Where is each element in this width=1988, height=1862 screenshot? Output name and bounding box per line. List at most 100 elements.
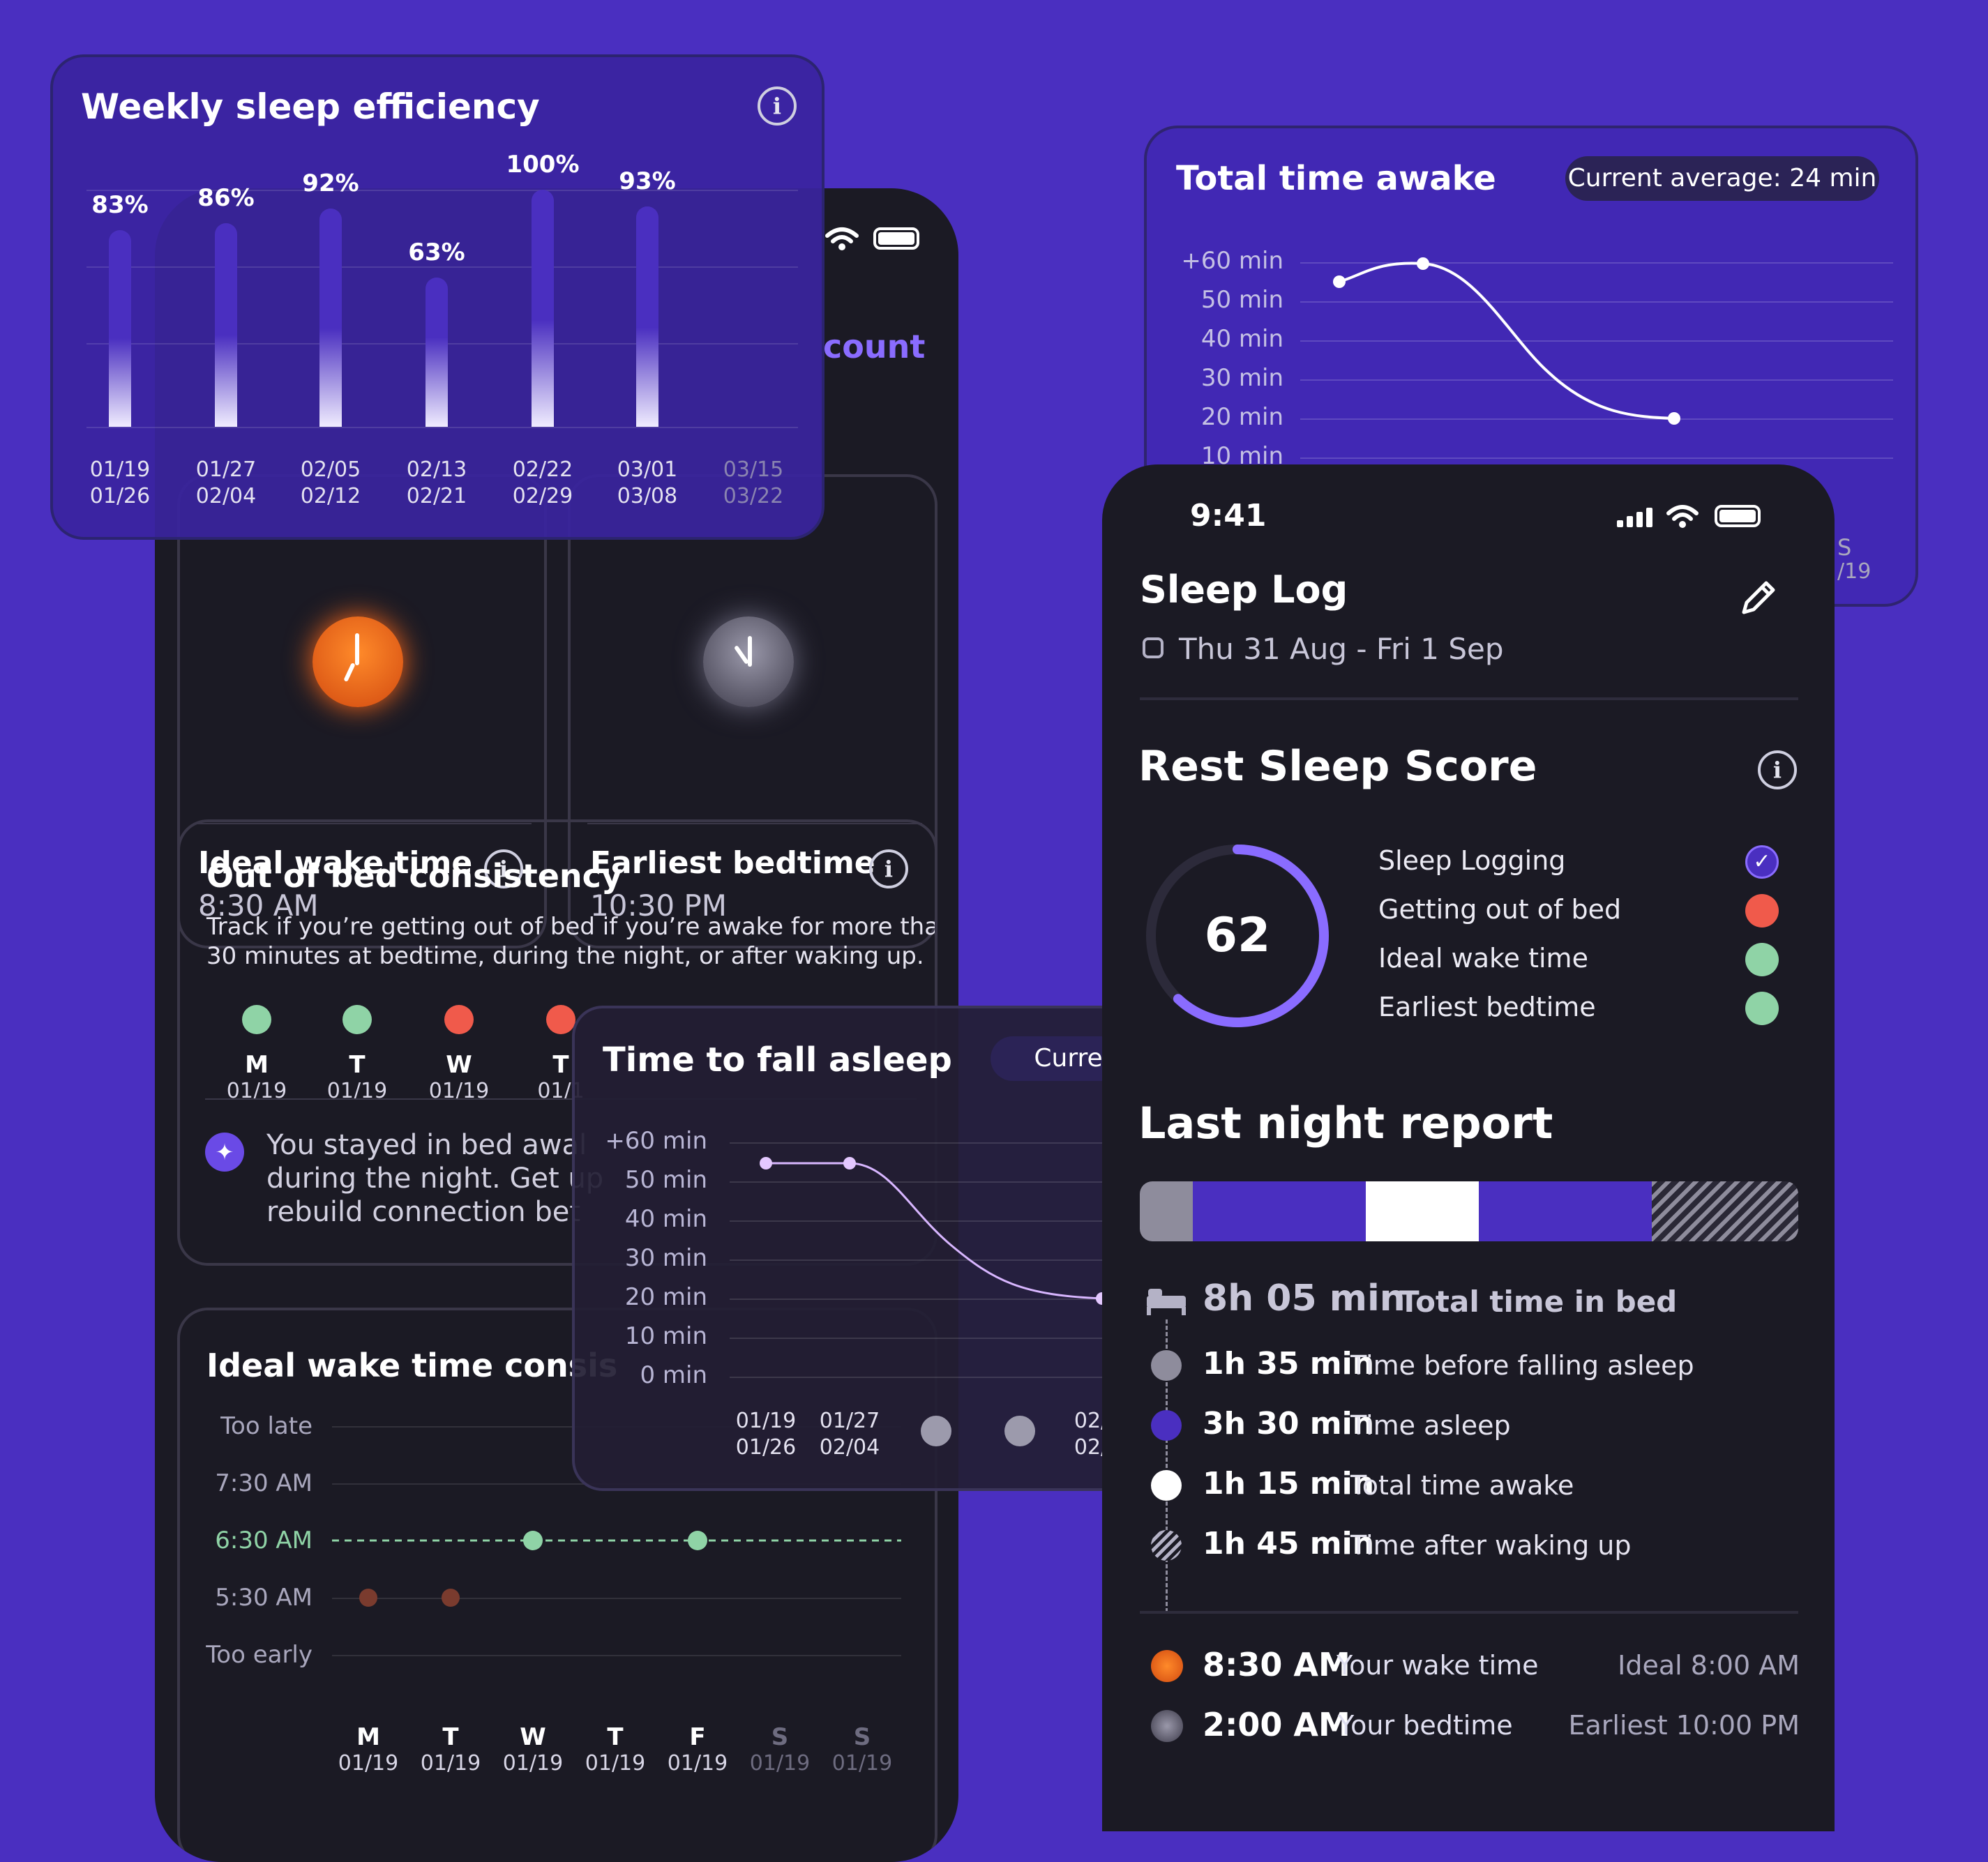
efficiency-week-end: 01/26 xyxy=(89,484,151,508)
oob-status-dot xyxy=(242,1005,271,1034)
segment-label: Total time awake xyxy=(1350,1470,1574,1501)
efficiency-bar xyxy=(636,206,658,427)
wifi-icon xyxy=(825,227,859,250)
ideal-wake-info-icon[interactable]: i xyxy=(484,849,523,888)
oob-status-dot xyxy=(342,1005,372,1034)
awake-partial-date: /19 xyxy=(1837,559,1872,584)
wake-consistency-day: S xyxy=(771,1723,789,1751)
total-bed-label: Total time in bed xyxy=(1399,1285,1678,1319)
efficiency-bar-label: 92% xyxy=(302,169,359,198)
sleep-log-date-range[interactable]: Thu 31 Aug - Fri 1 Sep xyxy=(1179,632,1504,666)
efficiency-week-end: 02/21 xyxy=(406,484,467,508)
efficiency-week-end: 03/22 xyxy=(723,484,784,508)
wake-consistency-day: T xyxy=(442,1723,459,1751)
score-item-label: Earliest bedtime xyxy=(1378,992,1596,1022)
efficiency-bar-label: 100% xyxy=(506,151,580,179)
wake-consistency-card: Ideal wake time consis Too late 7:30 AM 6:… xyxy=(177,1308,937,1862)
awake-gridline xyxy=(1300,418,1893,420)
awake-y-tick: 30 min xyxy=(1200,364,1283,392)
score-item-label: Ideal wake time xyxy=(1378,943,1588,974)
right-phone: 9:41 Sleep Log Thu 31 Aug - Fri 1 Sep Re… xyxy=(1102,464,1835,1831)
efficiency-week-start: 02/22 xyxy=(512,457,573,482)
check-icon: ✓ xyxy=(1745,845,1779,879)
efficiency-week-start: 03/15 xyxy=(723,457,784,482)
bedtime-earliest: Earliest 10:00 PM xyxy=(1568,1710,1800,1741)
signal-icon xyxy=(1617,506,1655,527)
wifi-icon-right xyxy=(1666,505,1699,528)
earliest-bedtime-value: 10:30 PM xyxy=(590,888,727,923)
earliest-bedtime-info-icon[interactable]: i xyxy=(869,849,908,888)
out-of-bed-desc-2: 30 minutes at bedtime, during the night,… xyxy=(206,942,924,970)
fall-asleep-week-end: 02/04 xyxy=(819,1435,880,1460)
wake-consistency-day: T xyxy=(607,1723,624,1751)
edit-pencil-icon[interactable] xyxy=(1737,577,1779,619)
sleep-log-title: Sleep Log xyxy=(1140,568,1348,612)
efficiency-bar xyxy=(532,190,554,427)
efficiency-bar xyxy=(426,277,448,427)
efficiency-week-start: 01/27 xyxy=(195,457,257,482)
efficiency-bar xyxy=(319,209,342,427)
moon-phase-icon-1 xyxy=(921,1416,951,1446)
rest-sleep-score-info-icon[interactable]: i xyxy=(1758,750,1797,789)
out-of-bed-card: Out of bed consistency Track if you’re g… xyxy=(177,819,937,1266)
weekly-efficiency-info-icon[interactable]: i xyxy=(758,86,797,126)
wake-consistency-title: Ideal wake time consis xyxy=(206,1347,618,1384)
wake-time-label: Your wake time xyxy=(1336,1650,1539,1681)
ideal-wake-card[interactable]: Ideal wake time i 8:30 AM xyxy=(177,474,547,948)
wake-consistency-row-label: 5:30 AM xyxy=(215,1584,312,1612)
awake-partial-day: S xyxy=(1837,534,1852,561)
moon-phase-icon-2 xyxy=(1004,1416,1035,1446)
fall-asleep-gridline xyxy=(730,1220,1144,1222)
moon-clock-icon xyxy=(703,616,794,707)
bedtime-label: Your bedtime xyxy=(1338,1710,1513,1741)
weekly-efficiency-title: Weekly sleep efficiency xyxy=(81,86,540,127)
fall-asleep-title: Time to fall asleep xyxy=(603,1040,952,1080)
oob-day: T xyxy=(349,1051,366,1079)
segment-label: Time asleep xyxy=(1350,1410,1511,1441)
bed-icon xyxy=(1147,1289,1186,1315)
fall-asleep-card: Time to fall asleep Current +60 min 50 mi… xyxy=(572,1006,1144,1491)
wake-consistency-date: 01/19 xyxy=(585,1751,646,1776)
segment-dot xyxy=(1151,1530,1182,1561)
score-ring xyxy=(1146,845,1329,1027)
score-item-label: Getting out of bed xyxy=(1378,894,1622,925)
fall-asleep-gridline xyxy=(730,1299,1144,1300)
awake-gridline xyxy=(1300,340,1893,342)
wake-consistency-row-label: Too late xyxy=(220,1412,312,1440)
fall-asleep-y-tick: 30 min xyxy=(624,1244,707,1272)
earliest-bedtime-card[interactable]: Earliest bedtime i 10:30 PM xyxy=(568,474,937,948)
total-awake-title: Total time awake xyxy=(1176,159,1496,198)
wake-consistency-date: 01/19 xyxy=(338,1751,399,1776)
wake-consistency-gridline xyxy=(332,1655,901,1656)
awake-y-tick: +60 min xyxy=(1181,247,1283,275)
wake-sun-icon xyxy=(1151,1650,1183,1682)
out-of-bed-title: Out of bed consistency xyxy=(206,857,622,895)
segment-value: 1h 15 min xyxy=(1203,1466,1375,1501)
wake-consistency-date: 01/19 xyxy=(502,1751,564,1776)
fall-asleep-gridline xyxy=(730,1181,1144,1183)
phase-asleep-1 xyxy=(1193,1181,1366,1241)
fall-asleep-gridline xyxy=(730,1338,1144,1339)
header-partial-title: count xyxy=(823,328,926,365)
oob-day: T xyxy=(552,1051,569,1079)
earliest-bedtime-title: Earliest bedtime xyxy=(590,845,875,881)
status-time: 9:41 xyxy=(1190,498,1267,533)
score-item-label: Sleep Logging xyxy=(1378,845,1566,876)
wake-time-value: 8:30 AM xyxy=(1203,1646,1350,1683)
ideal-wake-value: 8:30 AM xyxy=(198,888,319,923)
efficiency-week-start: 03/01 xyxy=(617,457,678,482)
phase-awake xyxy=(1366,1181,1479,1241)
fall-asleep-week-end: 01/26 xyxy=(735,1435,797,1460)
score-status-dot xyxy=(1745,943,1779,976)
wake-consistency-row-label: 7:30 AM xyxy=(215,1469,312,1497)
fall-asleep-y-tick: 50 min xyxy=(624,1166,707,1194)
phase-after-waking xyxy=(1652,1181,1798,1241)
sparkle-icon: ✦ xyxy=(205,1133,244,1172)
efficiency-bar-label: 83% xyxy=(91,190,149,219)
efficiency-bar-label: 93% xyxy=(619,167,676,195)
fall-asleep-y-tick: +60 min xyxy=(605,1127,707,1155)
segment-dot xyxy=(1151,1470,1182,1501)
ideal-wake-title: Ideal wake time xyxy=(198,845,473,881)
segment-label: Time after waking up xyxy=(1350,1530,1632,1561)
wake-time-ideal: Ideal 8:00 AM xyxy=(1618,1650,1800,1681)
